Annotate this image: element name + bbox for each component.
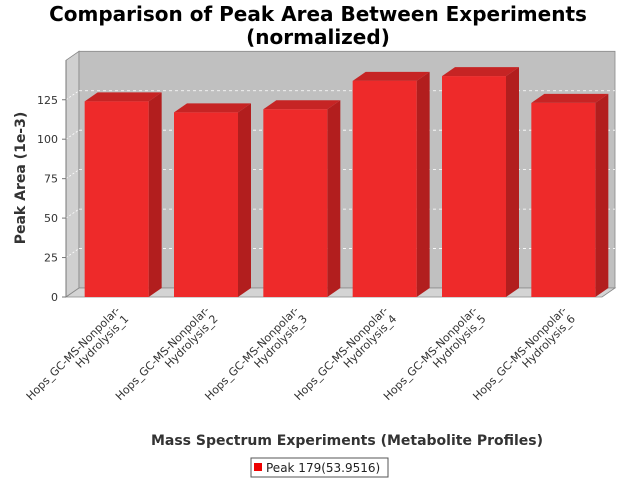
left-wall — [65, 50, 80, 298]
bar-side — [416, 71, 430, 298]
gridline-side — [65, 129, 80, 140]
bar-front — [174, 112, 238, 298]
y-tick-label: 125 — [37, 94, 58, 107]
bar-top — [352, 71, 430, 81]
chart-title: Comparison of Peak Area Between Experime… — [49, 2, 587, 26]
bar-4 — [352, 71, 430, 298]
bar-front — [352, 80, 417, 298]
legend-label: Peak 179(53.9516) — [266, 461, 380, 475]
bar-top — [174, 103, 251, 113]
bar-front — [84, 101, 149, 297]
y-axis: 0 25 50 75 100 125 — [37, 60, 67, 304]
bar-top — [263, 100, 341, 110]
gridline-side — [65, 208, 80, 219]
y-axis-label: Peak Area (1e-3) — [13, 112, 29, 245]
gridlines — [65, 90, 615, 258]
bar-side — [327, 100, 341, 297]
y-tick-label: 75 — [44, 173, 58, 186]
bar-2 — [174, 103, 251, 298]
bar-1 — [84, 92, 162, 297]
legend-box — [250, 457, 389, 478]
legend-swatch — [254, 463, 262, 471]
chart-subtitle: (normalized) — [246, 25, 390, 49]
y-tick-label: 25 — [44, 252, 58, 265]
y-tick-label: 0 — [51, 291, 58, 304]
y-tick-label: 50 — [44, 212, 58, 225]
bar-top — [531, 93, 609, 103]
y-tick-label: 100 — [37, 133, 58, 146]
bar-5 — [442, 67, 519, 297]
bar-front — [442, 76, 506, 297]
bar-6 — [531, 93, 609, 297]
bar-top — [442, 67, 519, 77]
gridline-side — [65, 248, 80, 258]
x-tick-labels: Hops_GC-MS-Nonpolar-Hydrolysis_1Hops_GC-… — [24, 304, 578, 403]
legend: Peak 179(53.9516) — [250, 457, 389, 478]
bar-front — [263, 109, 328, 297]
bar-side — [506, 67, 519, 297]
bar-side — [595, 93, 609, 297]
x-axis-label: Mass Spectrum Experiments (Metabolite Pr… — [151, 433, 543, 449]
bar-top — [84, 92, 162, 102]
gridline-side — [65, 90, 80, 101]
bar-side — [148, 92, 162, 297]
gridline-side — [65, 169, 80, 179]
bar-3 — [263, 100, 341, 297]
bar-front — [531, 102, 596, 297]
bar-side — [238, 103, 251, 298]
bars — [84, 67, 609, 298]
